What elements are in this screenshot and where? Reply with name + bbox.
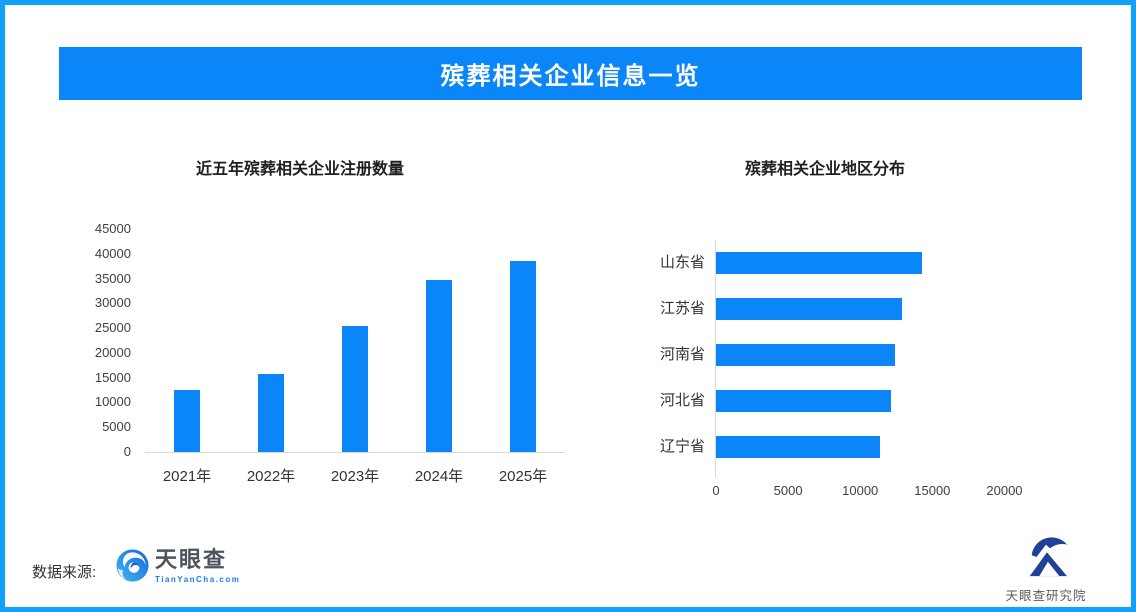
year-label: 2025年 (498, 468, 548, 485)
tianyancha-name: 天眼查 (155, 547, 228, 572)
province-bar (716, 436, 881, 458)
x-axis-tick-label: 20000 (986, 483, 1023, 498)
province-bar (716, 298, 903, 320)
y-axis-tick-label: 15000 (94, 369, 131, 385)
page-title-banner: 殡葬相关企业信息一览 (59, 47, 1082, 100)
tianyancha-domain: TianYanCha.com (155, 575, 241, 584)
x-axis-zero-tick (715, 470, 716, 477)
research-institute-name: 天眼查研究院 (1005, 589, 1087, 603)
year-bar (342, 325, 368, 452)
year-label: 2022年 (246, 468, 296, 485)
data-source-label: 数据来源: (32, 564, 97, 581)
year-bar (510, 260, 536, 452)
research-institute-icon (1029, 537, 1067, 577)
left-chart-title: 近五年殡葬相关企业注册数量 (195, 161, 404, 178)
tianyancha-swirl-icon (116, 549, 149, 582)
y-axis-tick-label: 20000 (94, 344, 131, 360)
x-axis-tick-label: 5000 (773, 483, 803, 498)
y-axis-tick-label: 45000 (94, 221, 131, 236)
y-axis-tick-label: 5000 (102, 419, 131, 435)
year-label: 2021年 (162, 468, 212, 485)
province-label: 山东省 (659, 254, 705, 271)
y-axis-tick-label: 0 (123, 444, 131, 459)
year-bar (174, 389, 200, 452)
x-axis-tick-label: 10000 (842, 483, 879, 498)
year-bar (426, 279, 452, 452)
tianyancha-logo: 天眼查 TianYanCha.com (115, 548, 240, 584)
year-bar (258, 373, 284, 452)
y-axis-tick-label: 25000 (94, 320, 131, 336)
province-label: 河北省 (659, 392, 705, 409)
page-title: 殡葬相关企业信息一览 (440, 63, 701, 90)
y-axis-tick-label: 40000 (94, 245, 131, 261)
registration-bar-chart: 0 5000 10000 15000 20000 25000 30000 35000 40000… (95, 222, 565, 485)
province-label: 江苏省 (659, 300, 705, 317)
research-institute-logo: 天眼查研究院 (1000, 536, 1092, 604)
province-label: 河南省 (659, 346, 705, 363)
x-axis-tick-label: 15000 (914, 483, 951, 498)
province-bar (716, 252, 923, 274)
year-label: 2023年 (330, 468, 380, 485)
y-axis-tick-label: 35000 (94, 270, 131, 286)
province-bar (716, 390, 891, 412)
province-label: 辽宁省 (659, 438, 705, 455)
y-axis-tick-label: 10000 (94, 394, 131, 410)
province-bar (716, 344, 895, 366)
x-axis-tick-label: 0 (712, 483, 720, 498)
right-chart-title: 殡葬相关企业地区分布 (744, 161, 905, 178)
tianyancha-wordmark: 天眼查 TianYanCha.com (155, 547, 241, 585)
region-bar-chart: 山东省江苏省河南省河北省辽宁省 0 5000 10000 15000 20000 (660, 240, 1090, 498)
y-axis-tick-label: 30000 (94, 295, 131, 311)
year-label: 2024年 (414, 468, 464, 485)
